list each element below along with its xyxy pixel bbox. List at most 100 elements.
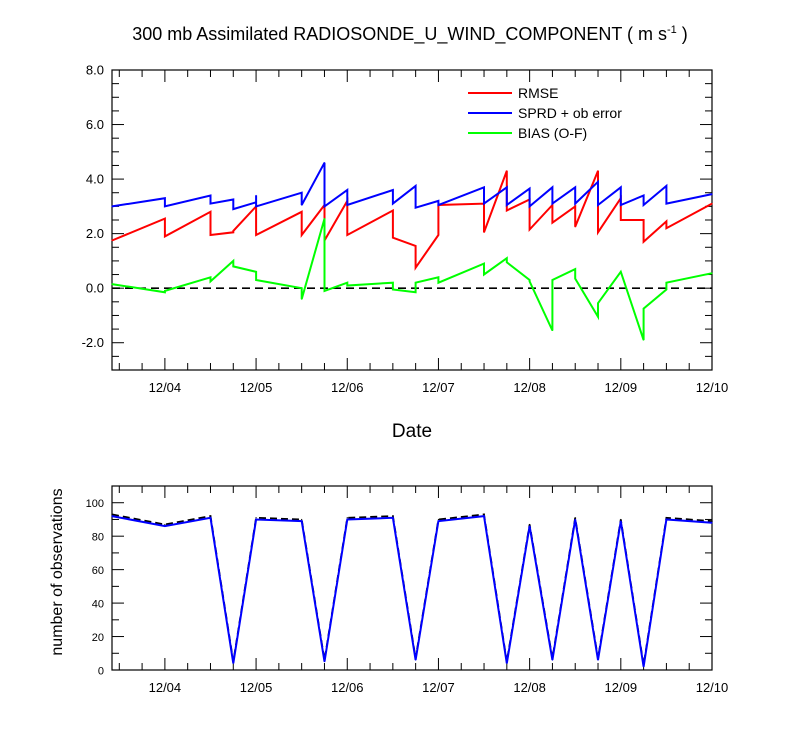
data-point-1-0 <box>665 517 668 519</box>
data-point-0-2 <box>323 218 326 220</box>
data-point-0-2 <box>346 284 348 287</box>
data-point-0-2 <box>111 283 113 285</box>
x-axis-label: Date <box>392 421 432 442</box>
data-point-0-1 <box>620 204 622 206</box>
data-point-1-1 <box>437 520 440 522</box>
x-tick-label-0: 12/07 <box>422 380 455 395</box>
legend-label: SPRD + ob error <box>518 105 622 121</box>
data-point-0-1 <box>346 204 348 206</box>
data-point-0-0 <box>301 234 303 236</box>
y-tick-label-0: 6.0 <box>86 117 104 132</box>
x-tick-label-0: 12/06 <box>331 380 364 395</box>
data-point-0-2 <box>164 291 166 293</box>
data-point-0-1 <box>665 203 668 205</box>
data-point-0-0 <box>255 234 257 236</box>
y-tick-label-0: 4.0 <box>86 172 104 187</box>
y-tick-label-0: -2.0 <box>82 335 104 350</box>
x-tick-label-1: 12/07 <box>422 680 455 695</box>
y-tick-label-0: 0.0 <box>86 281 104 296</box>
x-tick-label-0: 12/04 <box>149 380 182 395</box>
data-point-0-2 <box>301 287 303 289</box>
data-point-1-1 <box>323 661 326 663</box>
data-point-0-2 <box>665 288 668 291</box>
data-point-0-1 <box>392 189 394 191</box>
data-point-1-0 <box>346 517 348 519</box>
data-point-1-1 <box>164 525 166 527</box>
data-point-1-1 <box>620 520 622 522</box>
y-tick-label-0: 8.0 <box>86 63 104 78</box>
data-point-1-0 <box>111 513 113 516</box>
data-point-1-0 <box>301 518 303 521</box>
data-point-0-2 <box>597 316 599 318</box>
data-point-0-0 <box>346 234 348 236</box>
data-point-0-1 <box>665 185 668 187</box>
plot-frame-1 <box>111 485 713 671</box>
data-point-0-2 <box>506 257 508 259</box>
data-point-0-0 <box>415 267 417 269</box>
data-point-1-1 <box>255 518 257 521</box>
data-point-0-1 <box>255 194 257 197</box>
data-point-0-1 <box>643 194 645 197</box>
data-point-0-2 <box>483 263 485 265</box>
data-point-1-1 <box>415 659 417 661</box>
data-point-0-1 <box>643 204 645 206</box>
data-point-0-1 <box>323 162 326 164</box>
data-point-0-1 <box>111 205 113 207</box>
data-point-0-1 <box>323 205 326 207</box>
data-point-0-0 <box>111 239 113 242</box>
data-point-0-2 <box>392 282 394 284</box>
data-point-1-1 <box>529 525 531 527</box>
data-point-0-1 <box>255 205 257 207</box>
data-point-1-1 <box>643 666 645 668</box>
data-point-0-2 <box>323 290 326 292</box>
data-point-0-0 <box>711 203 713 205</box>
data-point-0-0 <box>529 228 531 231</box>
y-tick-label-0: 2.0 <box>86 226 104 241</box>
data-point-0-2 <box>711 272 713 274</box>
legend-label: RMSE <box>518 85 558 101</box>
data-point-0-1 <box>551 203 554 205</box>
data-point-0-2 <box>232 260 234 262</box>
legend-label: BIAS (O-F) <box>518 125 587 141</box>
data-point-1-0 <box>255 517 257 519</box>
data-point-0-0 <box>597 231 599 233</box>
data-point-0-2 <box>415 291 417 293</box>
data-point-0-0 <box>551 222 554 224</box>
data-point-0-1 <box>711 193 713 195</box>
data-point-0-2 <box>506 261 508 263</box>
data-point-0-0 <box>506 170 508 172</box>
data-point-0-2 <box>529 279 531 281</box>
data-point-0-1 <box>164 205 166 207</box>
y-tick-label-1: 80 <box>92 532 104 544</box>
data-point-1-1 <box>597 659 599 661</box>
data-point-0-2 <box>574 268 576 270</box>
data-point-0-2 <box>529 280 531 282</box>
data-point-0-0 <box>620 219 622 221</box>
data-point-0-1 <box>392 203 394 205</box>
data-point-0-2 <box>620 271 622 273</box>
data-point-0-0 <box>574 205 576 207</box>
data-point-0-2 <box>574 278 576 280</box>
data-point-0-1 <box>232 208 234 210</box>
data-point-1-1 <box>665 518 668 521</box>
data-point-0-1 <box>551 186 554 188</box>
data-point-0-2 <box>437 276 440 278</box>
x-tick-label-1: 12/06 <box>331 680 364 695</box>
data-point-1-0 <box>574 517 576 519</box>
data-point-0-1 <box>529 205 531 207</box>
data-point-0-1 <box>574 203 576 205</box>
data-point-1-0 <box>711 520 713 522</box>
data-point-0-0 <box>597 170 599 172</box>
data-point-0-1 <box>597 181 599 183</box>
data-point-0-1 <box>437 200 440 202</box>
data-point-0-2 <box>209 280 212 282</box>
data-point-1-1 <box>346 518 348 521</box>
y-tick-label-1: 20 <box>92 632 104 644</box>
data-point-0-0 <box>164 235 166 237</box>
data-point-0-1 <box>620 186 622 188</box>
data-point-0-0 <box>643 241 645 243</box>
data-point-0-1 <box>415 207 417 209</box>
data-point-1-0 <box>529 523 531 526</box>
